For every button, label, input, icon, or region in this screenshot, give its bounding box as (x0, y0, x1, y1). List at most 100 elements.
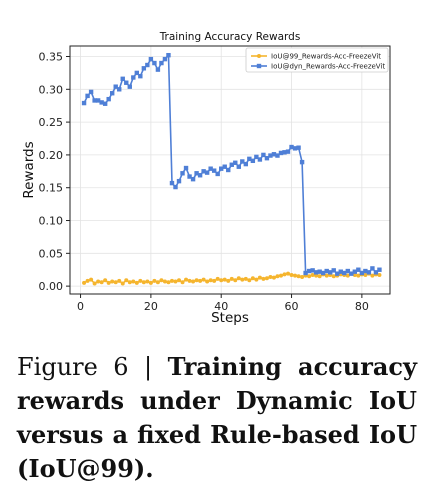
data-point (148, 56, 154, 62)
data-point (201, 277, 206, 282)
data-point (338, 269, 343, 274)
data-point (300, 274, 305, 279)
data-point (162, 56, 168, 62)
data-point (191, 279, 196, 284)
data-point (169, 278, 174, 283)
data-point (335, 271, 340, 276)
data-point (120, 281, 125, 286)
data-point (127, 280, 132, 285)
series-2 (81, 52, 382, 276)
data-point (99, 280, 104, 285)
data-point (331, 268, 336, 273)
data-point (303, 270, 308, 276)
data-point (226, 278, 231, 283)
data-point (89, 277, 94, 282)
data-point (219, 278, 224, 283)
data-point (152, 278, 157, 283)
data-point (145, 279, 150, 284)
data-point (261, 152, 266, 158)
data-point (366, 270, 372, 275)
data-point (313, 270, 319, 275)
data-point (296, 274, 301, 279)
data-point (166, 52, 171, 58)
data-point (356, 267, 361, 272)
data-point (229, 162, 234, 167)
data-point (317, 269, 322, 274)
data-point (310, 268, 315, 273)
data-point (286, 271, 291, 276)
series-1 (82, 271, 382, 286)
data-point (85, 93, 90, 99)
data-point (134, 70, 140, 76)
data-point (236, 276, 241, 281)
data-point (141, 66, 147, 71)
data-point (194, 278, 199, 283)
data-point (282, 150, 287, 155)
data-point (331, 274, 336, 279)
data-point (92, 98, 97, 103)
data-point (162, 279, 167, 284)
data-point (271, 275, 276, 280)
data-point (183, 165, 189, 171)
data-point (363, 272, 368, 277)
y-axis-label: Rewards (21, 141, 37, 198)
y-tick-label: 0.25 (39, 116, 64, 129)
data-point (373, 270, 379, 275)
data-point (324, 273, 329, 278)
data-point (296, 145, 301, 150)
data-point (124, 80, 129, 85)
data-point (240, 159, 245, 164)
data-point (205, 279, 210, 284)
x-tick-label: 40 (214, 300, 228, 313)
y-tick-label: 0.00 (39, 280, 64, 293)
data-point (148, 280, 153, 285)
data-point (166, 280, 171, 285)
data-point (349, 271, 354, 276)
data-point (222, 277, 227, 282)
data-point (289, 144, 294, 150)
data-point (299, 159, 305, 165)
data-point (370, 266, 375, 271)
data-point (190, 176, 196, 182)
data-point (247, 278, 252, 283)
data-point (278, 150, 284, 156)
x-ticks: 0 20 40 60 80 (77, 294, 369, 313)
data-point (356, 273, 361, 278)
data-point (159, 60, 164, 66)
data-point (370, 273, 375, 278)
data-point (102, 101, 108, 106)
data-point (271, 152, 277, 157)
data-point (194, 171, 199, 176)
data-point (187, 174, 192, 179)
data-point (215, 171, 220, 177)
data-point (215, 276, 220, 281)
data-point (169, 180, 175, 186)
data-point (345, 273, 350, 278)
data-point (96, 279, 101, 284)
data-point (359, 270, 365, 276)
data-point (106, 280, 111, 285)
data-point (243, 161, 249, 167)
y-tick-label: 0.15 (39, 182, 64, 195)
data-point (377, 267, 382, 272)
data-point (138, 73, 143, 79)
data-point (155, 67, 161, 72)
data-point (236, 164, 241, 169)
data-point (310, 272, 315, 277)
data-point (88, 89, 94, 95)
x-tick-label: 20 (144, 300, 158, 313)
data-point (117, 278, 122, 283)
data-point (222, 164, 227, 169)
data-point (268, 153, 273, 158)
data-point (173, 279, 178, 284)
data-point (264, 155, 270, 161)
data-point (289, 272, 294, 277)
data-point (124, 278, 129, 283)
data-point (204, 170, 210, 175)
data-point (92, 281, 97, 286)
data-point (352, 269, 358, 274)
y-tick-label: 0.20 (39, 149, 64, 162)
data-point (306, 268, 312, 274)
x-axis-label: Steps (211, 310, 249, 326)
data-point (268, 274, 273, 279)
